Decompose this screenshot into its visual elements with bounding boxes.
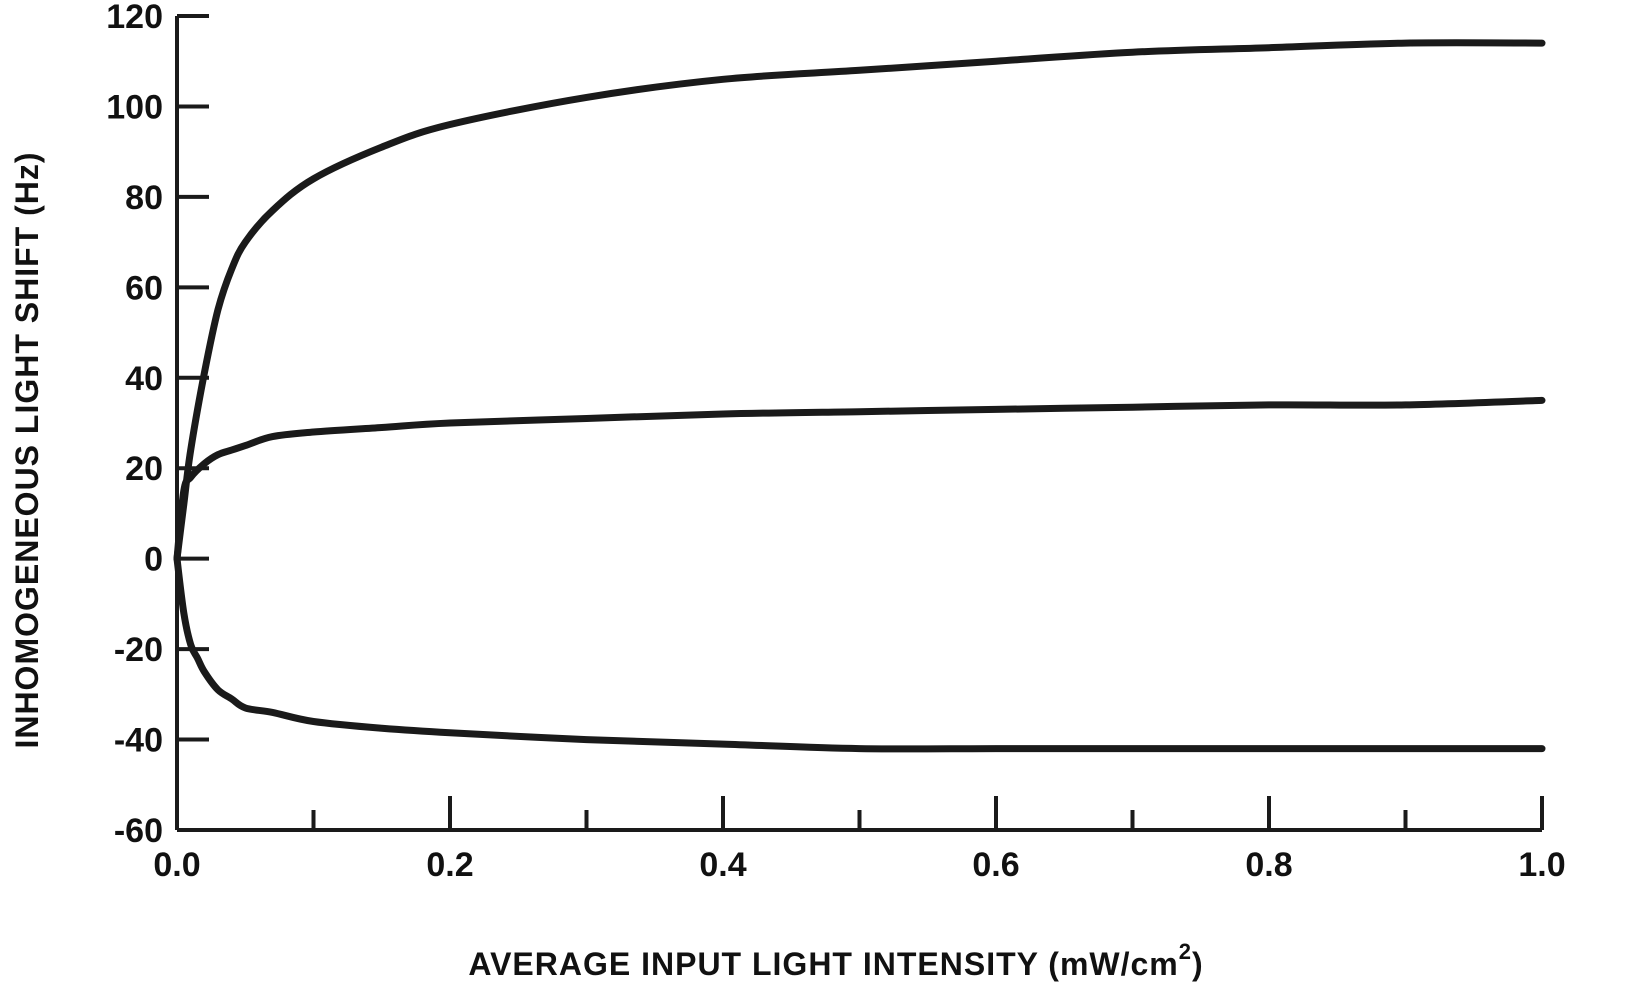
ticks	[175, 14, 1544, 832]
x-tick-label: 0.6	[972, 846, 1019, 884]
x-tick-label: 0.4	[699, 846, 746, 884]
series-line-1	[173, 39, 1546, 563]
tick-labels: -60 -40 -20 0 20 40 60 80 100 120 0.0 0.2 0.4 0.6 0.8 1…	[106, 0, 1565, 884]
x-tick-label: 0.2	[426, 846, 473, 884]
series-line-3	[173, 555, 1546, 753]
x-axis-title: AVERAGE INPUT LIGHT INTENSITY (mW/cm2)	[468, 939, 1203, 982]
x-axis-title-main: AVERAGE INPUT LIGHT INTENSITY (mW/cm	[468, 946, 1178, 982]
y-tick-label: 0	[144, 541, 163, 579]
series-line-2	[173, 396, 1546, 563]
curves	[173, 39, 1546, 753]
y-tick-label: 100	[106, 88, 163, 126]
x-axis-title-superscript: 2	[1179, 939, 1192, 964]
x-tick-label: 1.0	[1518, 846, 1565, 884]
x-tick-label: 0.0	[153, 846, 200, 884]
y-axis-title: INHOMOGENEOUS LIGHT SHIFT (Hz)	[9, 151, 45, 748]
y-tick-label: 60	[125, 269, 163, 307]
y-tick-label: -20	[114, 631, 163, 669]
x-tick-label: 0.8	[1245, 846, 1292, 884]
axes	[175, 16, 1542, 832]
y-tick-label: -60	[114, 812, 163, 850]
y-tick-label: 120	[106, 0, 163, 36]
y-tick-label: -40	[114, 722, 163, 760]
y-tick-label: 40	[125, 360, 163, 398]
y-tick-label: 20	[125, 450, 163, 488]
y-tick-label: 80	[125, 179, 163, 217]
x-axis-title-close: )	[1192, 946, 1204, 982]
